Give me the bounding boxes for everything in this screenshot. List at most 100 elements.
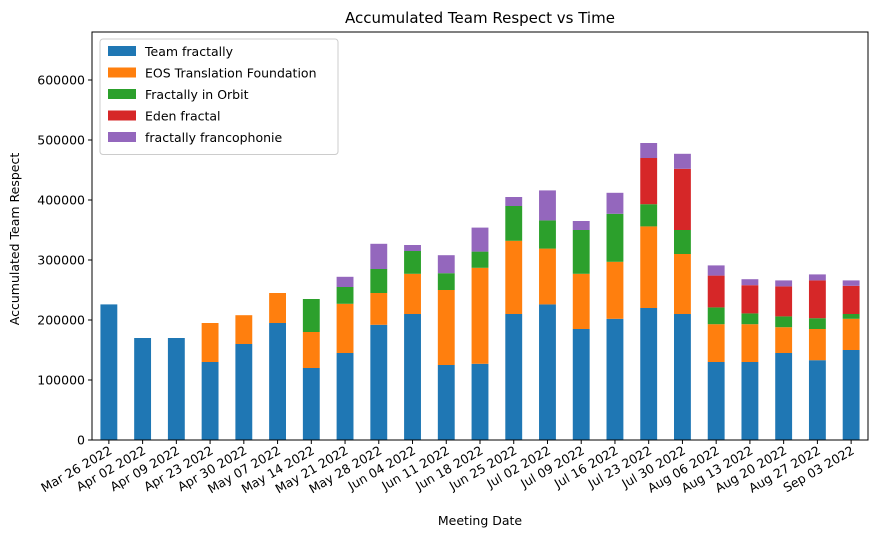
bar-segment: [505, 240, 523, 314]
bar-segment: [269, 323, 286, 440]
bar-segment: [606, 192, 624, 214]
y-tick-label: 0: [77, 433, 85, 448]
legend-swatch: [108, 132, 136, 142]
bar-segment: [539, 248, 556, 305]
bar-segment: [707, 307, 725, 325]
legend-label: Team fractally: [144, 44, 234, 59]
bar-segment: [437, 290, 455, 365]
bar-segment: [640, 158, 658, 205]
bar-segment: [674, 168, 691, 230]
bar-segment: [302, 368, 320, 440]
bar-segment: [471, 363, 489, 440]
bar-segment: [674, 254, 691, 314]
bar-segment: [505, 314, 523, 440]
bar-segment: [707, 275, 725, 308]
bar-segment: [404, 251, 421, 274]
bar-segment: [269, 293, 286, 323]
legend-swatch: [108, 67, 136, 78]
bar-segment: [370, 269, 388, 293]
x-axis-title: Meeting Date: [438, 513, 523, 528]
bar-segment: [640, 143, 658, 158]
bar-segment: [808, 360, 826, 440]
bar-segment: [370, 243, 388, 269]
bar-segment: [640, 204, 658, 227]
bar-segment: [336, 303, 354, 353]
legend-label: EOS Translation Foundation: [145, 66, 317, 81]
bar-segment: [808, 274, 826, 281]
bar-segment: [235, 315, 253, 344]
bar-segment: [336, 276, 354, 287]
bar-segment: [842, 285, 860, 314]
bar-segment: [471, 267, 489, 364]
bar-segment: [336, 287, 354, 304]
bar-segment: [640, 308, 658, 440]
legend-swatch: [108, 110, 136, 121]
bar-segment: [842, 318, 860, 350]
bar-segment: [167, 338, 185, 440]
bar-segment: [437, 273, 455, 290]
bar-segment: [674, 153, 691, 169]
bar-segment: [842, 314, 860, 319]
bar-segment: [404, 273, 421, 314]
bar-segment: [572, 221, 590, 230]
bar-segment: [437, 255, 455, 274]
legend-label: Eden fractal: [145, 109, 221, 124]
bar-segment: [775, 286, 793, 317]
bar-segment: [572, 273, 590, 329]
legend-swatch: [108, 46, 136, 56]
bar-segment: [539, 220, 556, 249]
bar-segment: [100, 304, 118, 440]
bar-segment: [437, 365, 455, 440]
bar-segment: [606, 318, 624, 440]
bar-segment: [775, 280, 793, 287]
bar-segment: [741, 362, 759, 440]
y-tick-label: 200000: [37, 313, 85, 328]
bar-segment: [505, 197, 523, 206]
bar-segment: [572, 230, 590, 274]
bar-segment: [471, 227, 489, 252]
y-axis-title: Accumulated Team Respect: [7, 153, 22, 326]
bar-segment: [775, 353, 793, 440]
bar-segment: [201, 362, 219, 440]
bar-segment: [808, 329, 826, 361]
legend-label: fractally francophonie: [145, 130, 282, 145]
chart-title: Accumulated Team Respect vs Time: [345, 9, 615, 27]
bar-segment: [404, 245, 421, 251]
bar-segment: [674, 314, 691, 440]
bar-segment: [741, 313, 759, 325]
bar-segment: [707, 265, 725, 276]
bar-segment: [235, 344, 253, 440]
bar-segment: [741, 285, 759, 314]
bar-segment: [808, 318, 826, 329]
plot-frame: [91, 31, 869, 441]
bar-segment: [707, 324, 725, 362]
bar-segment: [741, 324, 759, 362]
y-tick-label: 400000: [37, 193, 85, 208]
bar-segment: [370, 324, 388, 440]
legend: Team fractally EOS Translation Foundation…: [99, 38, 339, 155]
legend-box: [99, 38, 339, 155]
bar-segment: [201, 323, 219, 362]
bar-segment: [606, 213, 624, 262]
bar-segment: [404, 314, 421, 440]
bar-segment: [134, 338, 152, 440]
bar-segment: [539, 304, 556, 440]
bar-segment: [336, 353, 354, 440]
bar-segment: [606, 261, 624, 319]
bar-segment: [842, 280, 860, 286]
y-tick-label: 600000: [37, 73, 85, 88]
bar-segment: [572, 329, 590, 440]
y-tick-label: 300000: [37, 253, 85, 268]
bar-segment: [640, 226, 658, 308]
bar-segment: [302, 332, 320, 368]
bar-segment: [808, 280, 826, 319]
bar-segment: [370, 293, 388, 325]
bar-segment: [539, 190, 556, 221]
legend-swatch: [108, 89, 136, 99]
bar-segment: [775, 327, 793, 353]
bar-segment: [707, 362, 725, 440]
bar-segment: [741, 279, 759, 286]
bar-segment: [471, 251, 489, 268]
bar-segment: [505, 206, 523, 241]
